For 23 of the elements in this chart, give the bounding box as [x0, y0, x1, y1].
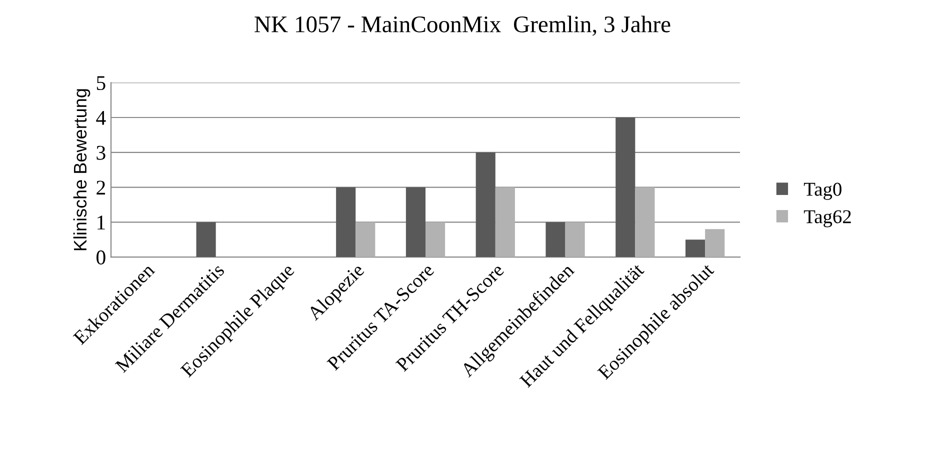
- y-tick-label: 5: [96, 76, 106, 90]
- bar: [685, 240, 706, 258]
- chart-title: NK 1057 - MainCoonMix Gremlin, 3 Jahre: [254, 16, 670, 36]
- legend-label: Tag62: [804, 210, 851, 228]
- y-tick-label: 4: [96, 111, 106, 125]
- bar: [426, 222, 446, 258]
- y-tick-label: 1: [98, 216, 105, 230]
- bar: [635, 187, 655, 258]
- bar: [356, 222, 376, 258]
- bar: [406, 187, 426, 258]
- bar: [546, 222, 566, 258]
- y-tick-label: 0: [96, 250, 106, 264]
- bar: [616, 118, 636, 258]
- legend-label: Tag0: [804, 182, 842, 200]
- bar: [565, 222, 585, 258]
- bar: [705, 229, 725, 258]
- bar: [476, 152, 496, 258]
- y-tick-label: 2: [96, 180, 105, 194]
- y-axis-title: Klinische Bewertung: [73, 89, 90, 250]
- bar: [336, 187, 356, 258]
- y-tick-label: 3: [96, 146, 106, 160]
- bar: [196, 222, 216, 258]
- bar: [495, 187, 515, 258]
